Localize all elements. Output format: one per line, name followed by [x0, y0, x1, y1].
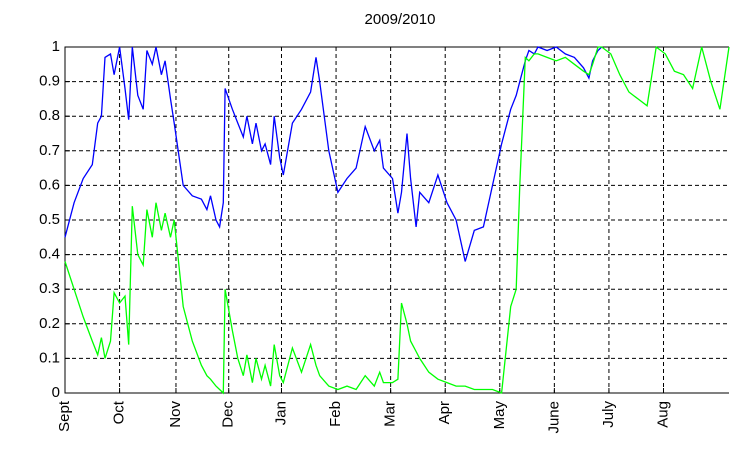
y-tick-label: 1	[52, 38, 60, 55]
x-tick-label: Apr	[436, 401, 453, 424]
y-tick-label: 0.2	[39, 315, 60, 332]
y-tick-label: 0.9	[39, 73, 60, 90]
series-line	[64, 46, 603, 262]
x-tick-label: Dec	[220, 401, 237, 428]
y-tick-label: 0.3	[39, 280, 60, 297]
y-tick-label: 0.6	[39, 176, 60, 193]
y-tick-label: 0	[52, 384, 60, 401]
y-tick-label: 0.4	[39, 246, 60, 263]
y-tick-label: 0.5	[39, 211, 60, 228]
x-tick-label: May	[491, 401, 508, 430]
x-tick-label: Sept	[56, 400, 73, 432]
y-tick-label: 0.1	[39, 349, 60, 366]
x-tick-label: July	[600, 401, 617, 428]
y-tick-label: 0.8	[39, 107, 60, 124]
plot-frame	[64, 46, 729, 394]
x-tick-label: Nov	[167, 401, 184, 428]
x-tick-label: Jan	[272, 401, 289, 425]
x-tick-label: Oct	[111, 400, 128, 424]
x-tick-label: June	[545, 401, 562, 434]
x-tick-label: Feb	[327, 401, 344, 427]
x-tick-label: Mar	[382, 401, 399, 427]
y-tick-label: 0.7	[39, 142, 60, 159]
x-tick-label: Aug	[654, 401, 671, 428]
chart-title: 2009/2010	[365, 11, 436, 28]
series-line	[64, 45, 730, 395]
